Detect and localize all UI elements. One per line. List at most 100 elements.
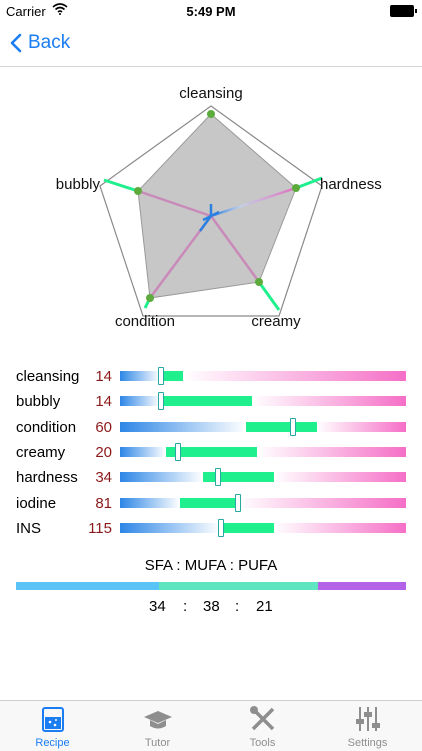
radar-label-bubbly: bubbly	[56, 176, 101, 193]
carrier-label: Carrier	[6, 4, 46, 19]
property-value: 20	[95, 443, 112, 461]
property-row: creamy 20	[0, 442, 422, 462]
property-label: INS	[16, 519, 42, 537]
low-zone	[120, 396, 161, 407]
radar-point-hardness	[292, 184, 300, 192]
high-zone	[317, 421, 406, 432]
radar-spoke-hardness	[210, 186, 297, 218]
recommended-range	[202, 472, 275, 483]
battery-icon	[390, 5, 417, 17]
low-zone	[120, 446, 166, 457]
high-zone	[251, 396, 406, 407]
property-range-bar	[120, 392, 406, 411]
graduation-cap-icon	[144, 711, 172, 729]
radar-center-blue-3	[198, 215, 213, 232]
value-marker	[289, 417, 296, 436]
property-row: bubbly 14	[0, 391, 422, 411]
recommended-range	[160, 371, 183, 381]
radar-point-condition	[146, 294, 154, 302]
property-value: 115	[88, 519, 112, 537]
tools-icon	[250, 706, 275, 731]
tab-label: Tutor	[144, 737, 171, 749]
mufa-segment	[158, 582, 318, 590]
separator-2: :	[235, 598, 240, 615]
property-range-bar	[120, 468, 406, 487]
tab-recipe[interactable]: Recipe	[0, 701, 105, 751]
high-zone	[237, 497, 406, 508]
value-marker	[158, 392, 165, 411]
high-zone	[182, 371, 406, 381]
clock: 5:49 PM	[186, 4, 236, 19]
pufa-value: 21	[256, 598, 273, 615]
tab-label: Settings	[347, 737, 388, 749]
radar-label-hardness: hardness	[320, 176, 382, 193]
low-zone	[120, 497, 181, 508]
property-row: iodine 81	[0, 493, 422, 513]
sliders-icon	[356, 707, 380, 731]
property-range-bar	[120, 493, 406, 512]
high-zone	[257, 446, 406, 457]
property-range-bar	[120, 518, 406, 537]
tab-label: Recipe	[35, 737, 70, 749]
property-value: 14	[95, 393, 112, 411]
radar-label-creamy: creamy	[251, 313, 301, 330]
radar-chart: cleansing hardness creamy condition bubb…	[56, 85, 382, 330]
radar-label-cleansing: cleansing	[179, 85, 242, 102]
high-zone	[274, 472, 406, 483]
property-value: 14	[95, 368, 112, 385]
property-range-bar	[120, 367, 406, 385]
radar-spoke-creamy	[209, 215, 261, 283]
back-button[interactable]: Back	[10, 32, 70, 54]
radar-label-condition: condition	[115, 313, 175, 330]
radar-range-hardness	[295, 176, 323, 190]
tab-bar: Recipe Tutor Tools Settings	[0, 700, 422, 751]
radar-spoke-bubbly	[137, 189, 212, 218]
property-label: bubbly	[16, 393, 61, 411]
value-marker	[218, 518, 225, 537]
property-row: hardness 34	[0, 467, 422, 487]
recommended-range	[165, 446, 258, 457]
recommended-range	[245, 421, 318, 432]
recommended-range	[180, 497, 238, 508]
sfa-value: 34	[149, 598, 166, 615]
property-range-bar	[120, 417, 406, 436]
property-label: hardness	[16, 469, 78, 487]
value-marker	[175, 442, 182, 461]
value-marker	[215, 468, 222, 487]
property-row: INS 115	[0, 518, 422, 538]
wifi-icon	[52, 3, 68, 15]
property-value: 81	[95, 494, 112, 512]
low-zone	[120, 421, 246, 432]
value-marker	[235, 493, 242, 512]
value-marker	[158, 367, 165, 385]
status-bar: Carrier 5:49 PM	[0, 0, 422, 22]
back-label: Back	[28, 32, 71, 53]
tab-settings[interactable]: Settings	[315, 701, 420, 751]
tab-label: Tools	[249, 737, 276, 749]
property-row: cleansing 14	[0, 366, 422, 386]
separator-1: :	[183, 598, 188, 615]
tab-tools[interactable]: Tools	[210, 701, 315, 751]
property-label: iodine	[16, 494, 57, 512]
low-zone	[120, 371, 161, 381]
radar-range-bubbly	[103, 178, 139, 193]
beaker-icon	[42, 707, 64, 732]
tab-tutor[interactable]: Tutor	[105, 701, 210, 751]
property-range-bar	[120, 442, 406, 461]
mufa-value: 38	[203, 598, 220, 615]
property-label: cleansing	[16, 368, 80, 385]
property-row: condition 60	[0, 417, 422, 437]
property-value: 34	[95, 469, 112, 487]
recommended-range	[220, 522, 275, 533]
sfa-segment	[16, 582, 159, 590]
radar-point-creamy	[255, 278, 263, 286]
low-zone	[120, 522, 221, 533]
pufa-segment	[317, 582, 406, 590]
radar-range-creamy	[257, 281, 281, 311]
radar-point-cleansing	[207, 110, 215, 118]
fatty-acid-ratio-bar	[16, 582, 406, 590]
radar-value-area	[137, 113, 297, 299]
high-zone	[274, 522, 406, 533]
low-zone	[120, 472, 203, 483]
radar-point-bubbly	[134, 187, 142, 195]
